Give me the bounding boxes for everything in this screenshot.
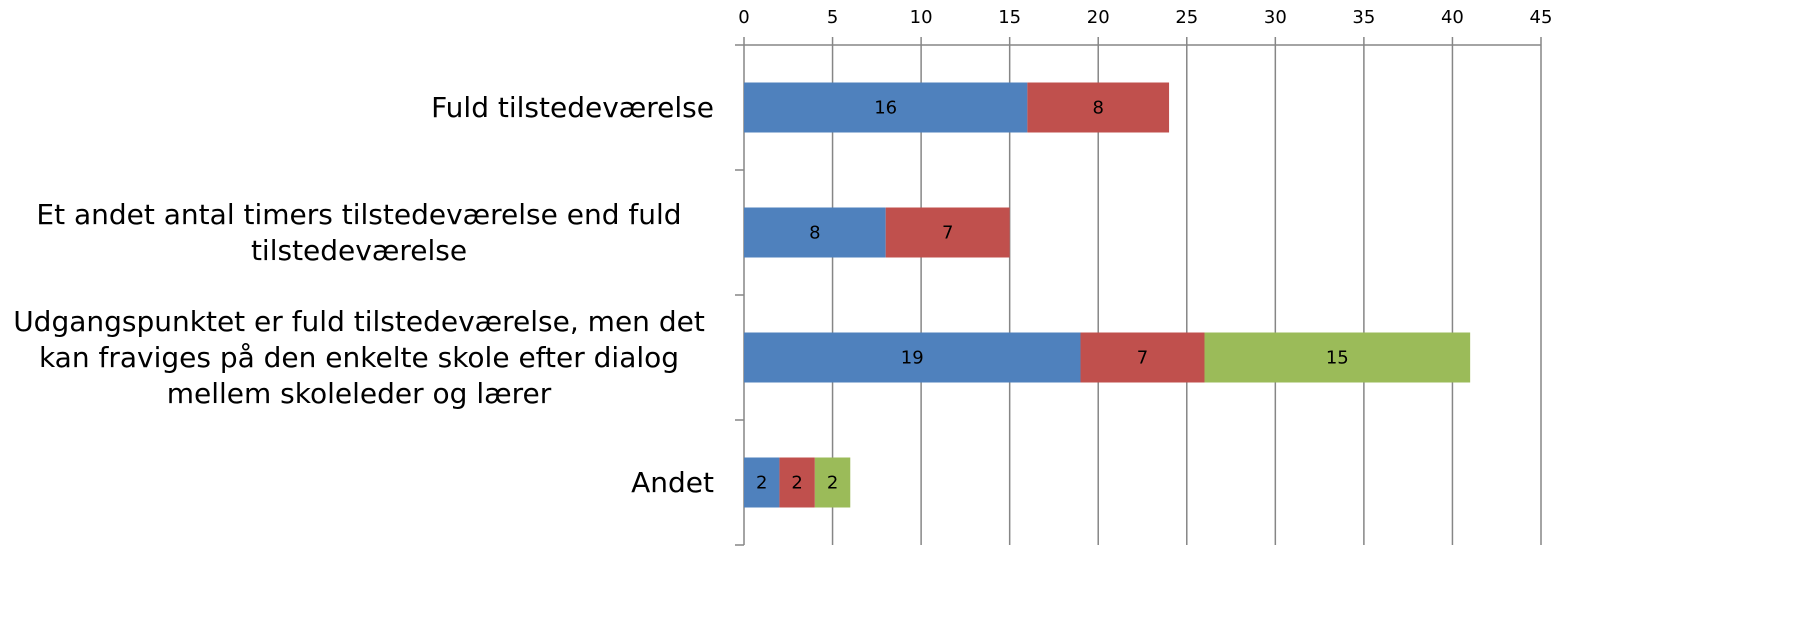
x-tick-label: 5 [827,7,838,28]
bar-segment [779,457,815,508]
bar-segment [1080,332,1205,383]
data-label: 7 [1137,348,1148,369]
data-label: 15 [1326,348,1349,369]
bar-segment [744,207,886,258]
data-label: 16 [874,98,897,119]
category-text: Et andet antal timers tilstedeværelse en… [36,197,682,267]
data-label: 2 [791,473,802,494]
data-label: 2 [756,473,767,494]
x-tick-label: 30 [1264,7,1287,28]
bar-segment [814,457,851,508]
category-text: Andet [631,465,714,499]
x-tick-label: 20 [1087,7,1110,28]
category-label: Et andet antal timers tilstedeværelse en… [4,197,714,269]
bar-segment [744,82,1028,133]
category-label: Fuld tilstedeværelse [4,90,714,126]
data-label: 7 [942,223,953,244]
category-text: Fuld tilstedeværelse [431,90,714,124]
x-tick-label: 35 [1352,7,1375,28]
data-label: 8 [1092,98,1103,119]
x-tick-label: 0 [738,7,749,28]
bar-segment [744,457,780,508]
data-label: 2 [827,473,838,494]
bar-segment [1027,82,1170,133]
x-tick-label: 10 [910,7,933,28]
x-tick-label: 25 [1175,7,1198,28]
category-text: Udgangspunktet er fuld tilstedeværelse, … [13,304,705,410]
category-label: Andet [4,465,714,501]
bar-segment [1204,332,1471,383]
x-tick-label: 40 [1441,7,1464,28]
bar-segment [744,332,1081,383]
x-tick-label: 45 [1530,7,1553,28]
data-label: 8 [809,223,820,244]
category-label: Udgangspunktet er fuld tilstedeværelse, … [4,304,714,412]
bar-segment [885,207,1010,258]
data-label: 19 [901,348,924,369]
x-tick-label: 15 [998,7,1021,28]
